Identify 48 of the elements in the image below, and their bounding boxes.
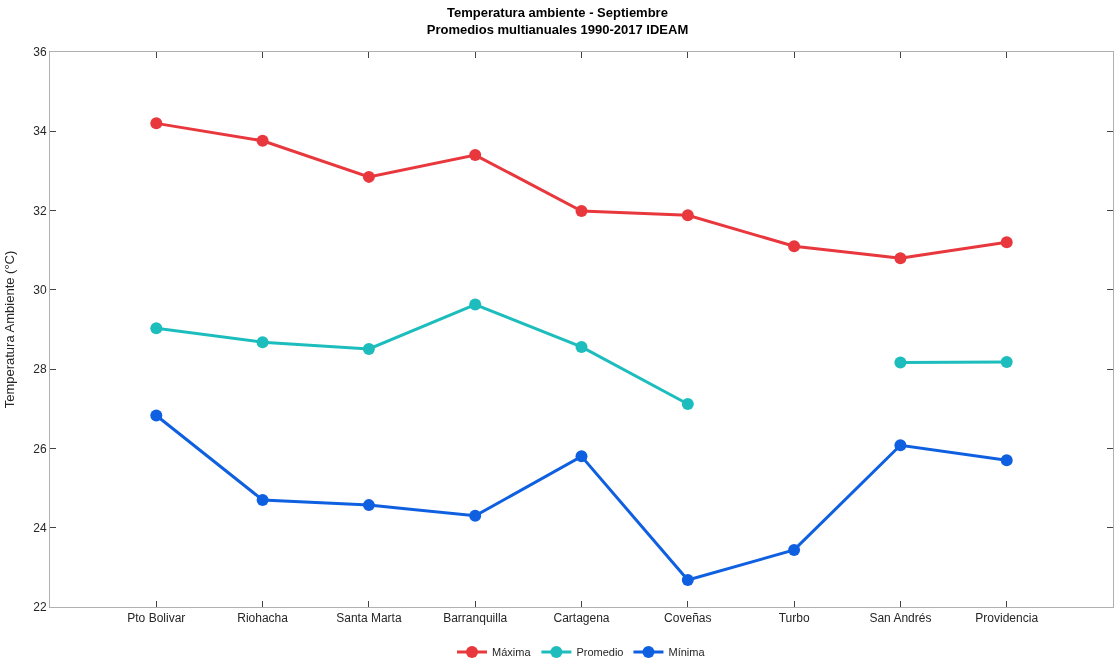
point [1000,454,1013,467]
y-tick-label: 24 [33,520,47,535]
point [1000,236,1013,249]
x-tick-label: Santa Marta [336,611,402,626]
point [469,149,482,162]
point [469,298,482,311]
legend-label: Promedio [576,646,624,659]
x-tick-label: Coveñas [664,611,712,626]
point [788,240,801,253]
point [150,409,163,422]
y-tick-label: 26 [33,441,47,456]
point [681,209,694,222]
point [256,134,269,147]
y-axis-title: Temperatura Ambiente (°C) [2,250,18,409]
x-tick-label: Providencia [975,611,1039,626]
point [469,509,482,522]
point [362,342,375,355]
x-tick-label: San Andrés [869,611,932,626]
point [150,117,163,130]
point [681,398,694,411]
point [681,574,694,587]
point [894,252,907,265]
x-tick-label: Turbo [778,611,810,626]
y-tick-label: 30 [33,283,47,298]
chart-title: Temperatura ambiente - Septiembre Promedios multianuales 1990-2017 IDEAM [426,4,689,37]
y-tick-label: 28 [33,362,47,377]
point [894,439,907,452]
point [575,340,588,353]
x-tick-label: Barranquilla [443,611,508,626]
x-tick-label: Riohacha [237,611,289,626]
y-tick-label: 36 [33,45,47,60]
y-tick-label: 34 [33,124,47,139]
point [256,493,269,506]
legend-label: Máxima [492,646,532,659]
point [256,336,269,349]
legend-label: Mínima [668,646,706,659]
point [362,170,375,183]
point [575,450,588,463]
point [1000,356,1013,368]
point [894,356,907,369]
point [788,543,801,556]
x-tick-label: Cartagena [553,611,610,626]
point [150,322,163,335]
y-tick-label: 22 [33,600,47,615]
x-tick-label: Pto Bolivar [127,611,186,626]
point [362,499,375,512]
y-tick-label: 32 [33,203,47,218]
point [575,204,588,217]
